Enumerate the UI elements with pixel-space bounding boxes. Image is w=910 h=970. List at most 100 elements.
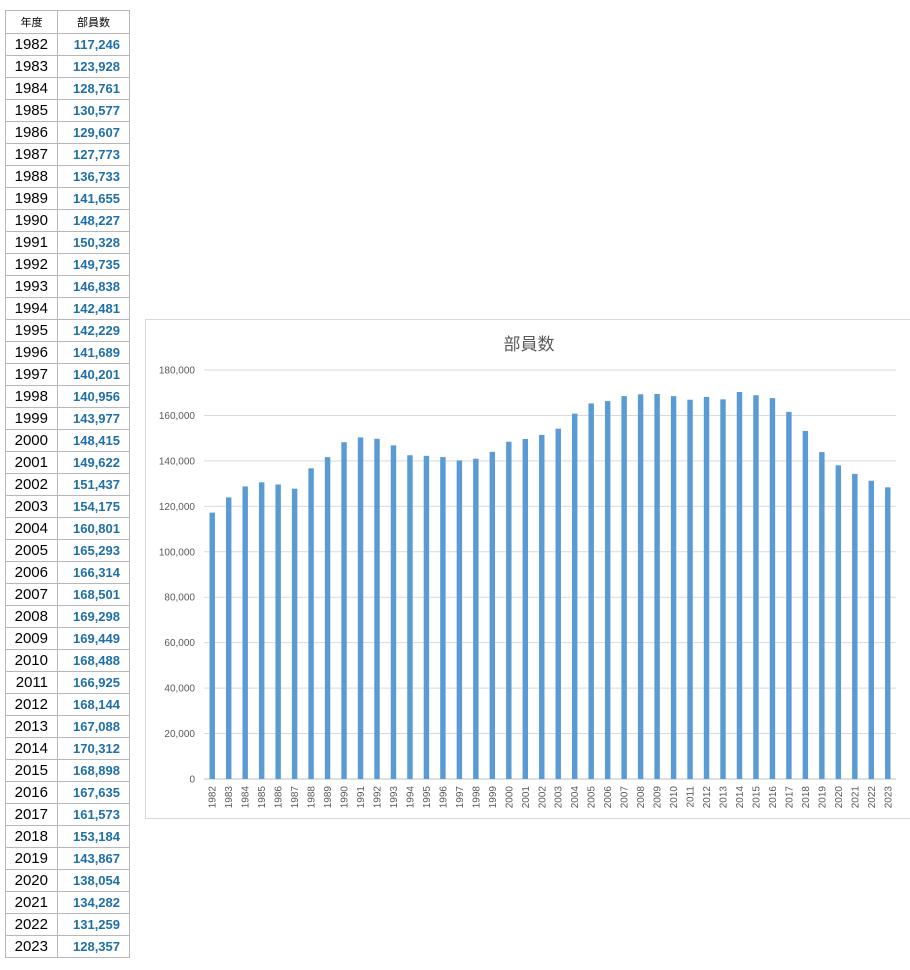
table-row: 1987 127,773	[5, 143, 130, 166]
table-row: 2000 148,415	[5, 429, 130, 452]
member-count-cell: 141,689	[57, 341, 130, 364]
gridlines	[204, 369, 896, 780]
table-row: 2004 160,801	[5, 517, 130, 540]
year-cell: 2013	[5, 715, 58, 738]
member-count-cell: 148,227	[57, 209, 130, 232]
bar	[802, 430, 809, 779]
x-tick-label: 2008	[636, 786, 647, 809]
bar	[819, 452, 825, 779]
y-tick-label: 120,000	[159, 502, 196, 513]
y-tick-label: 160,000	[159, 411, 196, 422]
y-tick-label: 100,000	[159, 547, 196, 558]
year-cell: 2023	[5, 935, 58, 958]
year-cell: 1997	[5, 363, 58, 386]
member-count-cell: 160,801	[57, 517, 130, 540]
member-count-cell: 146,838	[57, 275, 130, 298]
table-row: 2011 166,925	[5, 671, 130, 694]
x-tick-label: 2001	[521, 786, 532, 809]
table-row: 1985 130,577	[5, 99, 130, 122]
bar	[687, 399, 693, 779]
member-count-cell: 166,314	[57, 561, 130, 584]
x-tick-label: 1993	[389, 786, 400, 809]
table-row: 2008 169,298	[5, 605, 130, 628]
table-row: 1992 149,735	[5, 253, 130, 276]
y-tick-label: 20,000	[164, 729, 195, 740]
x-tick-label: 2002	[537, 786, 548, 809]
year-cell: 2016	[5, 781, 58, 804]
bar	[621, 396, 627, 779]
bar	[506, 441, 512, 779]
member-count-cell: 169,449	[57, 627, 130, 650]
table-header-row: 年度 部員数	[5, 10, 130, 34]
x-tick-label: 1996	[438, 786, 449, 809]
table-row: 2021 134,282	[5, 891, 130, 914]
bar	[852, 473, 858, 779]
year-cell: 2021	[5, 891, 58, 914]
x-tick-label: 2013	[719, 786, 730, 809]
bar	[390, 445, 397, 779]
member-count-cell: 128,357	[57, 935, 130, 958]
x-tick-label: 1999	[488, 786, 499, 809]
member-count-cell: 134,282	[57, 891, 130, 914]
bar	[456, 460, 463, 779]
table-row: 2014 170,312	[5, 737, 130, 760]
table-row: 1994 142,481	[5, 297, 130, 320]
bars	[209, 392, 891, 779]
x-tick-label: 1983	[224, 786, 235, 809]
year-cell: 1988	[5, 165, 58, 188]
y-tick-label: 0	[189, 775, 195, 786]
x-tick-label: 2000	[504, 786, 515, 809]
x-tick-label: 2020	[834, 786, 845, 809]
member-count-column-header: 部員数	[57, 10, 130, 34]
member-count-cell: 153,184	[57, 825, 130, 848]
x-tick-label: 2023	[883, 786, 894, 809]
member-count-cell: 170,312	[57, 737, 130, 760]
x-tick-label: 2012	[702, 786, 713, 809]
bar	[786, 411, 792, 779]
table-row: 2009 169,449	[5, 627, 130, 650]
data-table: 年度 部員数 1982 117,246 1983 123,928 1984 128,761…	[5, 10, 130, 958]
x-tick-label: 2007	[620, 786, 631, 809]
table-row: 1989 141,655	[5, 187, 130, 210]
year-cell: 2009	[5, 627, 58, 650]
table-row: 2013 167,088	[5, 715, 130, 738]
year-cell: 2002	[5, 473, 58, 496]
member-count-cell: 148,415	[57, 429, 130, 452]
bar	[588, 403, 594, 779]
bar	[423, 455, 430, 779]
table-row: 1986 129,607	[5, 121, 130, 144]
year-cell: 2015	[5, 759, 58, 782]
table-row: 2020 138,054	[5, 869, 130, 892]
table-row: 2010 168,488	[5, 649, 130, 672]
year-cell: 2010	[5, 649, 58, 672]
x-tick-label: 2019	[817, 786, 828, 809]
year-column-header: 年度	[5, 10, 58, 34]
year-cell: 2022	[5, 913, 58, 936]
member-count-cell: 129,607	[57, 121, 130, 144]
x-tick-label: 2021	[850, 786, 861, 809]
x-tick-label: 1991	[356, 786, 367, 809]
x-tick-label: 2005	[587, 786, 598, 809]
year-cell: 1987	[5, 143, 58, 166]
x-tick-label: 2014	[735, 786, 746, 809]
x-tick-label: 1995	[422, 786, 433, 809]
year-cell: 1992	[5, 253, 58, 276]
year-cell: 1994	[5, 297, 58, 320]
y-tick-label: 40,000	[164, 684, 195, 695]
member-count-cell: 143,977	[57, 407, 130, 430]
member-count-cell: 166,925	[57, 671, 130, 694]
year-cell: 1993	[5, 275, 58, 298]
chart-panel: 部員数 0 20,000 40,000 60,000 80,000 100,000 120,…	[145, 319, 910, 819]
member-count-cell: 140,956	[57, 385, 130, 408]
member-count-cell: 123,928	[57, 55, 130, 78]
table-body: 1982 117,246 1983 123,928 1984 128,761 1985 130…	[5, 33, 130, 958]
year-cell: 1985	[5, 99, 58, 122]
year-cell: 2012	[5, 693, 58, 716]
member-count-cell: 165,293	[57, 539, 130, 562]
bar	[324, 457, 331, 779]
x-tick-label: 1994	[405, 786, 416, 809]
bar	[407, 455, 413, 779]
member-count-cell: 130,577	[57, 99, 130, 122]
x-tick-label: 2006	[603, 786, 614, 809]
x-tick-label: 2018	[801, 786, 812, 809]
